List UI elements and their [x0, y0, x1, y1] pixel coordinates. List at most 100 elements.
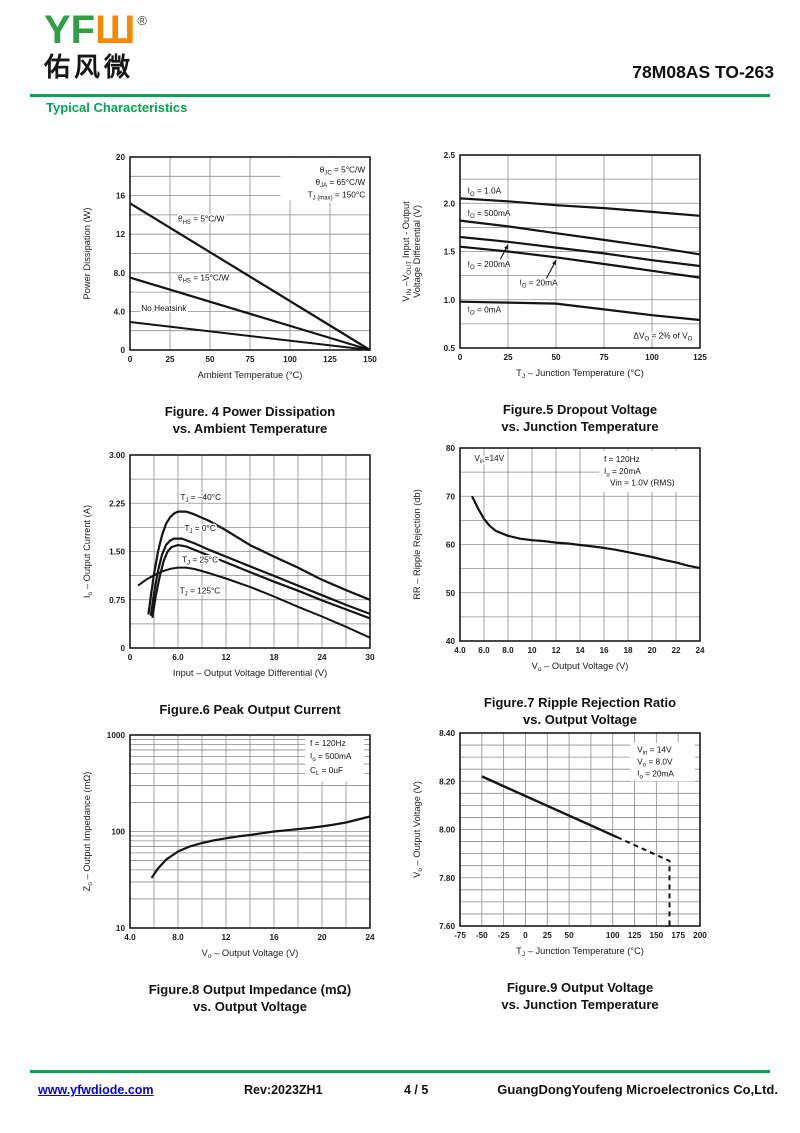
registered-trademark-icon: ®: [137, 13, 147, 28]
svg-text:16: 16: [599, 646, 609, 655]
page-number: 4 / 5: [404, 1083, 429, 1097]
caption-line-1: Figure.5 Dropout Voltage: [502, 402, 658, 417]
figure-caption: Figure.8 Output Impedance (mΩ) vs. Outpu…: [58, 982, 388, 1016]
svg-text:VIN –VOUT Input - Output: VIN –VOUT Input - Output: [401, 201, 413, 302]
svg-text:1.50: 1.50: [109, 548, 125, 557]
revision-label: Rev:2023ZH1: [244, 1083, 323, 1097]
svg-text:150: 150: [650, 931, 664, 940]
svg-text:125: 125: [628, 931, 642, 940]
svg-text:40: 40: [446, 637, 456, 646]
svg-text:80: 80: [446, 444, 456, 453]
svg-text:Zo – Output Impedance (mΩ): Zo – Output Impedance (mΩ): [82, 772, 94, 892]
figure-7-ripple-rejection: 4.0 6.0 8.0 10 12 14 16 18 20 22 24 40 50 60 70 80 Vo – …: [388, 438, 718, 729]
svg-text:8.0: 8.0: [502, 646, 514, 655]
svg-text:12: 12: [551, 646, 561, 655]
caption-line-1: Figure. 4 Power Dissipation: [164, 404, 336, 419]
caption-line-2: vs. Ambient Temperature: [172, 420, 328, 436]
footer-divider: [30, 1070, 770, 1073]
svg-text:50: 50: [205, 355, 215, 364]
svg-text:14: 14: [575, 646, 585, 655]
svg-text:3.00: 3.00: [109, 451, 125, 460]
figure-caption: Figure.5 Dropout Voltage vs. Junction Te…: [388, 402, 718, 436]
svg-text:Power Dissipation (W): Power Dissipation (W): [82, 208, 92, 300]
svg-text:30: 30: [365, 653, 375, 662]
svg-text:6.0: 6.0: [172, 653, 184, 662]
svg-text:0: 0: [523, 931, 528, 940]
svg-text:Input – Output Voltage Differe: Input – Output Voltage Differential (V): [173, 668, 327, 678]
figure-caption: Figure.9 Output Voltage vs. Junction Tem…: [388, 980, 718, 1014]
svg-text:1.0: 1.0: [444, 296, 456, 305]
svg-text:4.0: 4.0: [114, 307, 126, 316]
figure-5-dropout-voltage: 0 25 50 75 100 125 0.5 1.0 1.5 2.0 2.5 TJ – Junctio…: [388, 145, 718, 436]
svg-text:20: 20: [116, 153, 126, 162]
svg-text:No Heatsink: No Heatsink: [141, 303, 187, 313]
svg-text:175: 175: [671, 931, 685, 940]
caption-line-2: vs. Output Voltage: [523, 711, 637, 727]
svg-text:7.60: 7.60: [439, 922, 455, 931]
svg-text:θJA = 65°C/W: θJA = 65°C/W: [315, 177, 365, 189]
logo-yf-text: YF: [44, 8, 96, 52]
svg-text:ΔVO = 2% of VO: ΔVO = 2% of VO: [633, 330, 692, 342]
caption-line-2: vs. Output Voltage: [193, 998, 307, 1014]
svg-text:25: 25: [503, 353, 513, 362]
caption-line-2: vs. Junction Temperature: [501, 996, 659, 1012]
svg-text:100: 100: [606, 931, 620, 940]
svg-text:24: 24: [695, 646, 705, 655]
svg-text:0: 0: [120, 644, 125, 653]
figure-caption: Figure.6 Peak Output Current: [58, 702, 388, 719]
svg-text:Vin = 1.0V (RMS): Vin = 1.0V (RMS): [610, 478, 675, 488]
svg-text:TJ – Junction Temperature (°C): TJ – Junction Temperature (°C): [516, 368, 644, 380]
svg-text:25: 25: [165, 355, 175, 364]
part-number: 78M08AS TO-263: [632, 62, 774, 82]
svg-text:Vo – Output Voltage (V): Vo – Output Voltage (V): [202, 948, 299, 960]
svg-text:200: 200: [693, 931, 707, 940]
svg-text:Vin=14V: Vin=14V: [474, 453, 504, 465]
logo-chinese-name: 佑风微: [44, 52, 135, 82]
svg-text:6.0: 6.0: [478, 646, 490, 655]
svg-text:f = 120Hz: f = 120Hz: [604, 454, 640, 464]
svg-text:Vin = 14V: Vin = 14V: [637, 744, 672, 756]
svg-text:θJC = 5°C/W: θJC = 5°C/W: [320, 164, 366, 176]
svg-text:8.0: 8.0: [172, 933, 184, 942]
svg-text:50: 50: [551, 353, 561, 362]
caption-line-1: Figure.7 Ripple Rejection Ratio: [483, 695, 677, 710]
svg-text:100: 100: [645, 353, 659, 362]
svg-text:16: 16: [116, 192, 126, 201]
svg-text:20: 20: [317, 933, 327, 942]
figure-caption: Figure. 4 Power Dissipation vs. Ambient …: [58, 404, 388, 438]
svg-text:8.00: 8.00: [439, 826, 455, 835]
svg-text:75: 75: [599, 353, 609, 362]
svg-text:IO = 0mA: IO = 0mA: [468, 304, 502, 316]
svg-text:125: 125: [693, 353, 707, 362]
svg-text:Vo = 8.0V: Vo = 8.0V: [637, 756, 673, 768]
svg-text:IO = 20mA: IO = 20mA: [520, 277, 559, 289]
svg-text:1000: 1000: [107, 731, 126, 740]
svg-text:0.5: 0.5: [444, 344, 456, 353]
svg-text:1.5: 1.5: [444, 248, 456, 257]
svg-text:25: 25: [543, 931, 553, 940]
caption-line-1: Figure.6 Peak Output Current: [159, 702, 341, 717]
svg-text:18: 18: [269, 653, 279, 662]
svg-text:75: 75: [245, 355, 255, 364]
svg-text:70: 70: [446, 492, 456, 501]
svg-text:10: 10: [527, 646, 537, 655]
svg-text:Io = 20mA: Io = 20mA: [604, 466, 641, 478]
svg-text:TJ = 25°C: TJ = 25°C: [182, 554, 218, 566]
header-divider: [30, 94, 770, 97]
svg-text:TJ = 125°C: TJ = 125°C: [180, 585, 221, 597]
svg-text:Vo – Output Voltage (V): Vo – Output Voltage (V): [532, 661, 629, 673]
svg-text:20: 20: [647, 646, 657, 655]
svg-text:0: 0: [128, 355, 133, 364]
svg-text:Vo – Output Voltage (V): Vo – Output Voltage (V): [412, 781, 424, 878]
svg-text:Io – Output Current (A): Io – Output Current (A): [82, 505, 94, 598]
fig5-chart: 0 25 50 75 100 125 0.5 1.0 1.5 2.0 2.5 TJ – Junctio…: [401, 151, 707, 380]
figure-6-peak-output-current: 0 6.0 12 18 24 30 0 0.75 1.50 2.25 3.00 Input – Out…: [58, 445, 388, 719]
website-link[interactable]: www.yfwdiode.com: [38, 1083, 154, 1097]
svg-text:24: 24: [317, 653, 327, 662]
svg-text:18: 18: [623, 646, 633, 655]
company-name: GuangDongYoufeng Microelectronics Co,Ltd…: [497, 1082, 778, 1097]
fig8-chart: 4.0 8.0 12 16 20 24 10 100 1000 Vo – Output Volta…: [82, 731, 375, 960]
svg-text:10: 10: [116, 924, 126, 933]
svg-text:8.0: 8.0: [114, 269, 126, 278]
